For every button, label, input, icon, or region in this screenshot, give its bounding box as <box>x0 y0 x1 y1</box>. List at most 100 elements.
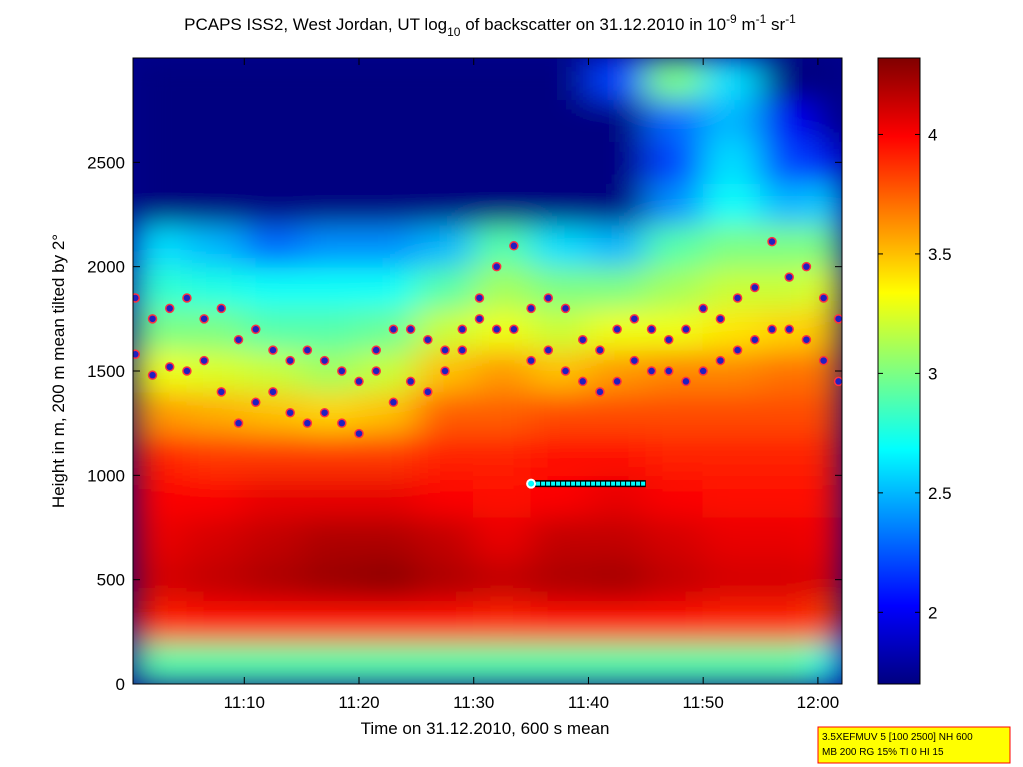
heat-cell <box>473 558 532 602</box>
heat-cell <box>473 99 532 142</box>
point <box>698 366 708 376</box>
heat-cell <box>358 58 417 101</box>
heat-cell <box>415 516 475 560</box>
point <box>664 366 674 376</box>
point <box>440 345 450 355</box>
point <box>233 418 244 428</box>
point <box>319 355 330 366</box>
heat-cell <box>702 641 762 684</box>
heat-cell <box>473 140 532 184</box>
heat-cell <box>133 474 188 518</box>
colorbar-tick-label: 4 <box>928 125 937 144</box>
heat-cell <box>473 391 532 435</box>
heat-cell <box>760 224 819 268</box>
heat-cell <box>760 433 819 476</box>
point <box>543 293 554 303</box>
point <box>801 261 812 272</box>
heat-cell <box>587 99 647 142</box>
title-part: m <box>737 15 756 34</box>
point <box>199 355 209 366</box>
title-part: 10 <box>447 25 461 39</box>
x-axis-label: Time on 31.12.2010, 600 s mean <box>361 719 610 738</box>
title-part: sr <box>766 15 785 34</box>
colorbar-tick-label: 3.5 <box>928 245 952 264</box>
colorbar-tick-label: 2 <box>928 603 937 622</box>
heat-cell <box>358 558 417 602</box>
point <box>715 355 726 366</box>
point <box>646 366 657 376</box>
heat-cell <box>645 266 704 309</box>
heat-cell <box>133 99 188 142</box>
heat-cell <box>530 99 589 142</box>
point <box>491 261 502 272</box>
point <box>302 345 313 355</box>
heat-cell <box>358 474 417 518</box>
heat-cell <box>133 140 188 184</box>
y-tick-label: 0 <box>116 675 125 694</box>
heat-cell <box>301 349 360 393</box>
heat-cell <box>358 433 417 476</box>
heat-cell <box>186 266 245 309</box>
heat-cell <box>301 641 360 684</box>
heat-cell <box>645 99 704 142</box>
heat-cell <box>358 224 417 268</box>
heatmap <box>133 58 842 684</box>
heat-cell <box>473 600 532 643</box>
heat-cell <box>186 474 245 518</box>
heat-cell <box>186 58 245 101</box>
point <box>164 303 175 314</box>
heat-cell <box>133 516 188 560</box>
heat-cell <box>473 182 532 226</box>
heat-cell <box>530 140 589 184</box>
heat-cell <box>133 641 188 684</box>
point <box>405 376 416 387</box>
heat-cell <box>530 307 589 351</box>
point <box>767 236 777 247</box>
heat-cell <box>301 558 360 602</box>
heat-cell <box>186 224 245 268</box>
point <box>268 387 278 397</box>
heat-cell <box>702 391 762 435</box>
x-tick-label: 12:00 <box>797 693 840 712</box>
y-tick-label: 500 <box>97 571 125 590</box>
heat-cell <box>645 600 704 643</box>
heat-cell <box>760 558 819 602</box>
heat-cell <box>760 349 819 393</box>
heat-cell <box>587 641 647 684</box>
point <box>715 314 726 324</box>
heat-cell <box>243 140 303 184</box>
point <box>285 407 295 418</box>
heat-cell <box>186 99 245 142</box>
point <box>629 355 640 366</box>
heat-cell <box>645 140 704 184</box>
heat-cell <box>645 641 704 684</box>
heat-cell <box>760 182 819 226</box>
point <box>182 366 192 376</box>
colorbar-tick-label: 2.5 <box>928 484 952 503</box>
point <box>354 376 364 387</box>
heat-cell <box>760 641 819 684</box>
point <box>388 397 399 408</box>
heat-cell <box>415 266 475 309</box>
heat-cell <box>243 58 303 101</box>
point <box>216 387 227 397</box>
heat-cell <box>702 140 762 184</box>
y-axis-label: Height in m, 200 m mean tilted by 2° <box>49 234 68 508</box>
heat-cell <box>301 58 360 101</box>
colorbar-tick-label: 3 <box>928 364 937 383</box>
y-tick-label: 1500 <box>87 362 125 381</box>
heat-cell <box>243 558 303 602</box>
heat-cell <box>817 266 842 309</box>
point <box>147 314 158 324</box>
point <box>750 334 760 345</box>
heat-cell <box>186 558 245 602</box>
annotation-box <box>817 726 1011 764</box>
title-part: -9 <box>726 12 737 26</box>
heat-cell <box>760 140 819 184</box>
heat-cell <box>645 224 704 268</box>
heat-cell <box>760 391 819 435</box>
point <box>337 366 347 376</box>
heat-cell <box>473 433 532 476</box>
heat-cell <box>645 474 704 518</box>
heat-cell <box>587 600 647 643</box>
